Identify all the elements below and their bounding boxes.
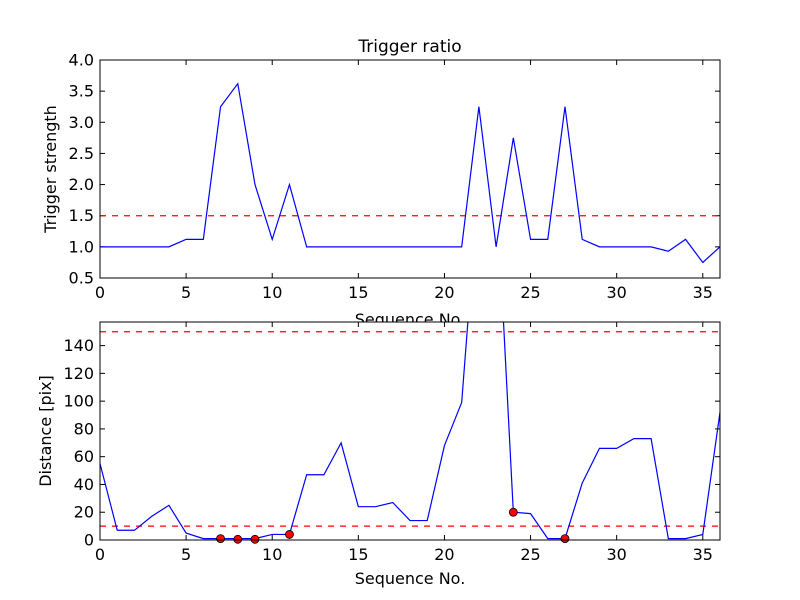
outlier-point — [560, 534, 570, 544]
x-tick-label: 5 — [181, 283, 191, 302]
y-tick-label: 140 — [63, 336, 94, 355]
x-tick-label: 35 — [693, 545, 713, 564]
y-axis-label: Distance [pix] — [36, 375, 55, 487]
y-tick-label: 1.0 — [69, 237, 94, 256]
series-line — [100, 322, 720, 540]
y-tick-label: 0.5 — [69, 269, 94, 288]
y-tick-label: 80 — [74, 419, 94, 438]
y-tick-label: 20 — [74, 503, 94, 522]
outlier-point — [285, 530, 294, 539]
series-line — [100, 82, 720, 264]
distance-chart: 0 5 10 15 20 25 30 35 0 20 40 60 80 100 120 140 Sequenc… — [36, 321, 721, 588]
y-tick-label: 4.0 — [69, 51, 94, 70]
y-tick-label: 1.5 — [69, 206, 94, 225]
trigger-ratio-chart: 0 5 10 15 20 25 30 35 0.5 1.0 1.5 2.0 2.5 3.0 3.5 4.0 T… — [41, 37, 721, 329]
x-tick-label: 10 — [262, 283, 282, 302]
y-tick-label: 120 — [63, 364, 94, 383]
x-tick-label: 0 — [95, 545, 105, 564]
x-tick-label: 30 — [606, 545, 626, 564]
chart-title: Trigger ratio — [357, 37, 461, 57]
x-tick-label: 20 — [434, 283, 454, 302]
outlier-point — [250, 534, 260, 544]
y-tick-label: 3.0 — [69, 113, 94, 132]
y-tick-label: 2.5 — [69, 144, 94, 163]
outlier-point — [233, 534, 243, 544]
outlier-point — [508, 507, 518, 517]
x-tick-label: 15 — [348, 545, 368, 564]
x-tick-label: 0 — [95, 283, 105, 302]
x-tick-label: 25 — [520, 545, 540, 564]
x-tick-label: 30 — [606, 283, 626, 302]
y-tick-label: 40 — [74, 475, 94, 494]
x-tick-label: 25 — [520, 283, 540, 302]
plot-frame — [99, 321, 721, 541]
plot-frame — [99, 59, 721, 279]
x-tick-label: 10 — [262, 545, 282, 564]
outlier-point — [216, 534, 225, 544]
plot-area — [100, 322, 720, 540]
x-tick-label: 15 — [348, 283, 368, 302]
x-tick-label: 35 — [693, 283, 713, 302]
x-tick-label: 20 — [434, 545, 454, 564]
y-tick-label: 60 — [74, 447, 94, 466]
plot-area — [100, 60, 720, 278]
y-axis-label: Trigger strength — [41, 105, 60, 234]
x-tick-label: 5 — [181, 545, 191, 564]
y-tick-label: 100 — [63, 392, 94, 411]
y-tick-label: 2.0 — [69, 175, 94, 194]
y-tick-label: 0 — [84, 531, 94, 550]
y-tick-label: 3.5 — [69, 82, 94, 101]
x-axis-label: Sequence No. — [355, 569, 466, 588]
